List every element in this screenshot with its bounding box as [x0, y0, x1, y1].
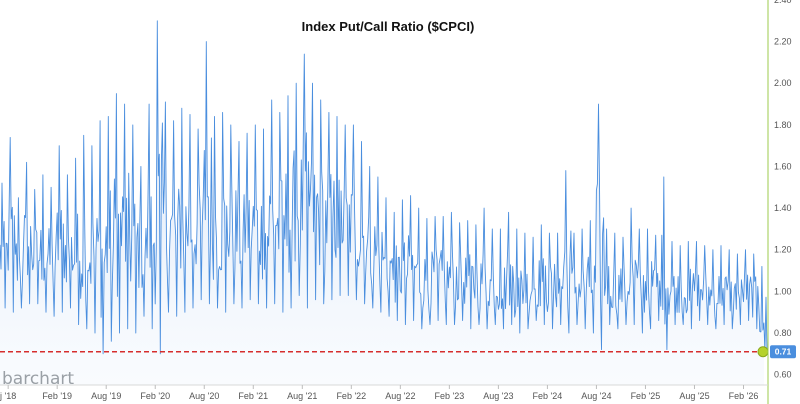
reference-line-layer	[0, 346, 769, 358]
x-tick-label: Aug '19	[91, 391, 121, 401]
x-tick-label: Aug '24	[581, 391, 611, 401]
last-value-badge-box	[770, 345, 796, 359]
chart-title: Index Put/Call Ratio ($CPCI)	[302, 19, 475, 34]
x-tick-label: Aug '23	[483, 391, 513, 401]
x-tick-label: Feb '23	[434, 391, 464, 401]
y-tick-label: 2.20	[774, 37, 792, 47]
x-tick-label: Aug '21	[287, 391, 317, 401]
barchart-logo: barchart	[2, 369, 74, 389]
x-tick-label: Feb '19	[42, 391, 72, 401]
y-axis-ticks: 0.60 0.80 1.00 1.20 1.40 1.60 1.80 2.00 2.20 2.40	[774, 0, 792, 380]
y-tick-label: 1.20	[774, 245, 792, 255]
x-tick-label: Feb '20	[140, 391, 170, 401]
last-value-badge-label: 0.71	[775, 347, 792, 357]
x-tick-label: Feb '21	[238, 391, 268, 401]
series-area	[0, 20, 767, 386]
y-tick-label: 2.40	[774, 0, 792, 5]
x-tick-label: Aug '25	[679, 391, 709, 401]
y-tick-label: 0.60	[774, 370, 792, 380]
x-axis-ticks: j '18 Feb '19 Aug '19 Feb '20 Aug '20 Feb '21…	[0, 385, 758, 401]
series-line-layer	[0, 20, 768, 355]
x-tick-label: Aug '22	[385, 391, 415, 401]
x-tick-label: Aug '20	[189, 391, 219, 401]
x-tick-label: Feb '26	[729, 391, 759, 401]
y-tick-label: 2.00	[774, 78, 792, 88]
y-tick-label: 1.80	[774, 120, 792, 130]
x-tick-label: Feb '25	[631, 391, 661, 401]
series-line	[0, 20, 768, 355]
y-tick-label: 1.40	[774, 203, 792, 213]
last-value-badge: 0.71	[770, 345, 796, 359]
y-tick-label: 1.00	[774, 286, 792, 296]
x-tick-label: j '18	[0, 391, 16, 401]
last-value-marker	[757, 346, 769, 358]
y-tick-label: 1.60	[774, 161, 792, 171]
x-tick-label: Feb '22	[336, 391, 366, 401]
area-fill-layer	[0, 20, 767, 386]
x-tick-label: Feb '24	[533, 391, 563, 401]
y-tick-label: 0.80	[774, 328, 792, 338]
